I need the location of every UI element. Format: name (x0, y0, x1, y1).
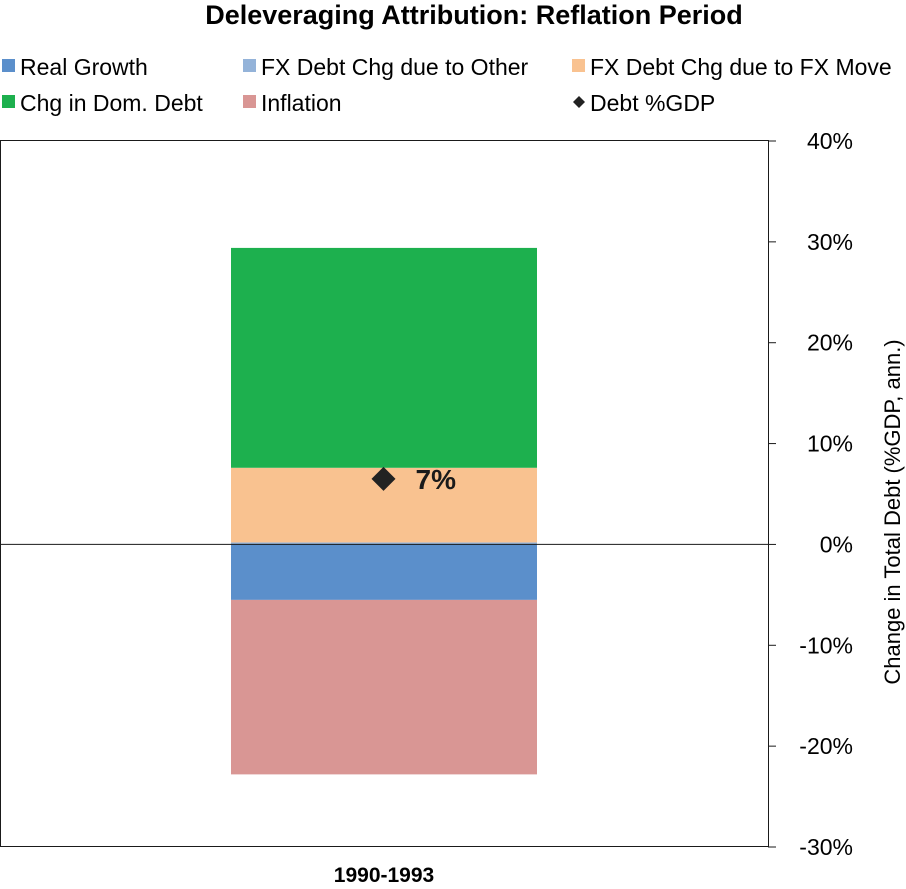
y-axis: 40% 30% 20% 10% 0% -10% -20% -30% (768, 128, 853, 860)
y-tick-label: -20% (799, 733, 853, 759)
legend-swatch (2, 59, 15, 72)
legend-label: Inflation (261, 90, 342, 116)
bar-chg-in-dom-debt (231, 247, 537, 468)
legend-item-chg-in-dom-debt: Chg in Dom. Debt (2, 90, 203, 116)
y-tick-label: -10% (799, 632, 853, 658)
legend-label: Chg in Dom. Debt (20, 90, 203, 116)
plot-area (0, 140, 769, 847)
y-tick-label: 20% (807, 330, 853, 356)
chart-title: Deleveraging Attribution: Reflation Peri… (205, 0, 743, 30)
legend-label: FX Debt Chg due to Other (261, 54, 529, 80)
bars (231, 247, 537, 775)
bar-inflation (231, 599, 537, 775)
x-axis: 1990-1993 (334, 864, 434, 887)
legend-swatch (243, 59, 256, 72)
y-axis-label: Change in Total Debt (%GDP, ann.) (880, 339, 905, 684)
legend-item-debt-gdp: Debt %GDP (573, 90, 715, 116)
debt-gdp-data-label: 7% (416, 464, 457, 495)
y-tick-label: 0% (820, 531, 853, 557)
legend-swatch (243, 95, 256, 108)
legend: Real Growth FX Debt Chg due to Other FX De… (2, 54, 892, 116)
markers: 7% (371, 464, 457, 495)
legend-label: FX Debt Chg due to FX Move (590, 54, 892, 80)
legend-diamond-icon (573, 96, 585, 108)
legend-item-real-growth: Real Growth (2, 54, 148, 80)
y-tick-label: 30% (807, 229, 853, 255)
y-tick-label: 40% (807, 128, 853, 154)
x-category-label: 1990-1993 (334, 864, 434, 887)
debt-gdp-marker (371, 466, 396, 491)
legend-label: Real Growth (20, 54, 148, 80)
legend-label: Debt %GDP (590, 90, 715, 116)
bar-fx-debt-chg-due-to-other (231, 542, 537, 545)
legend-swatch (572, 59, 585, 72)
y-tick-label: -30% (799, 834, 853, 860)
legend-swatch (2, 95, 15, 108)
bar-real-growth (231, 544, 537, 600)
legend-item-inflation: Inflation (243, 90, 342, 116)
legend-item-fx-debt-chg-due-to-fx-move: FX Debt Chg due to FX Move (572, 54, 892, 80)
y-tick-label: 10% (807, 431, 853, 457)
legend-item-fx-debt-chg-due-to-other: FX Debt Chg due to Other (243, 54, 529, 80)
